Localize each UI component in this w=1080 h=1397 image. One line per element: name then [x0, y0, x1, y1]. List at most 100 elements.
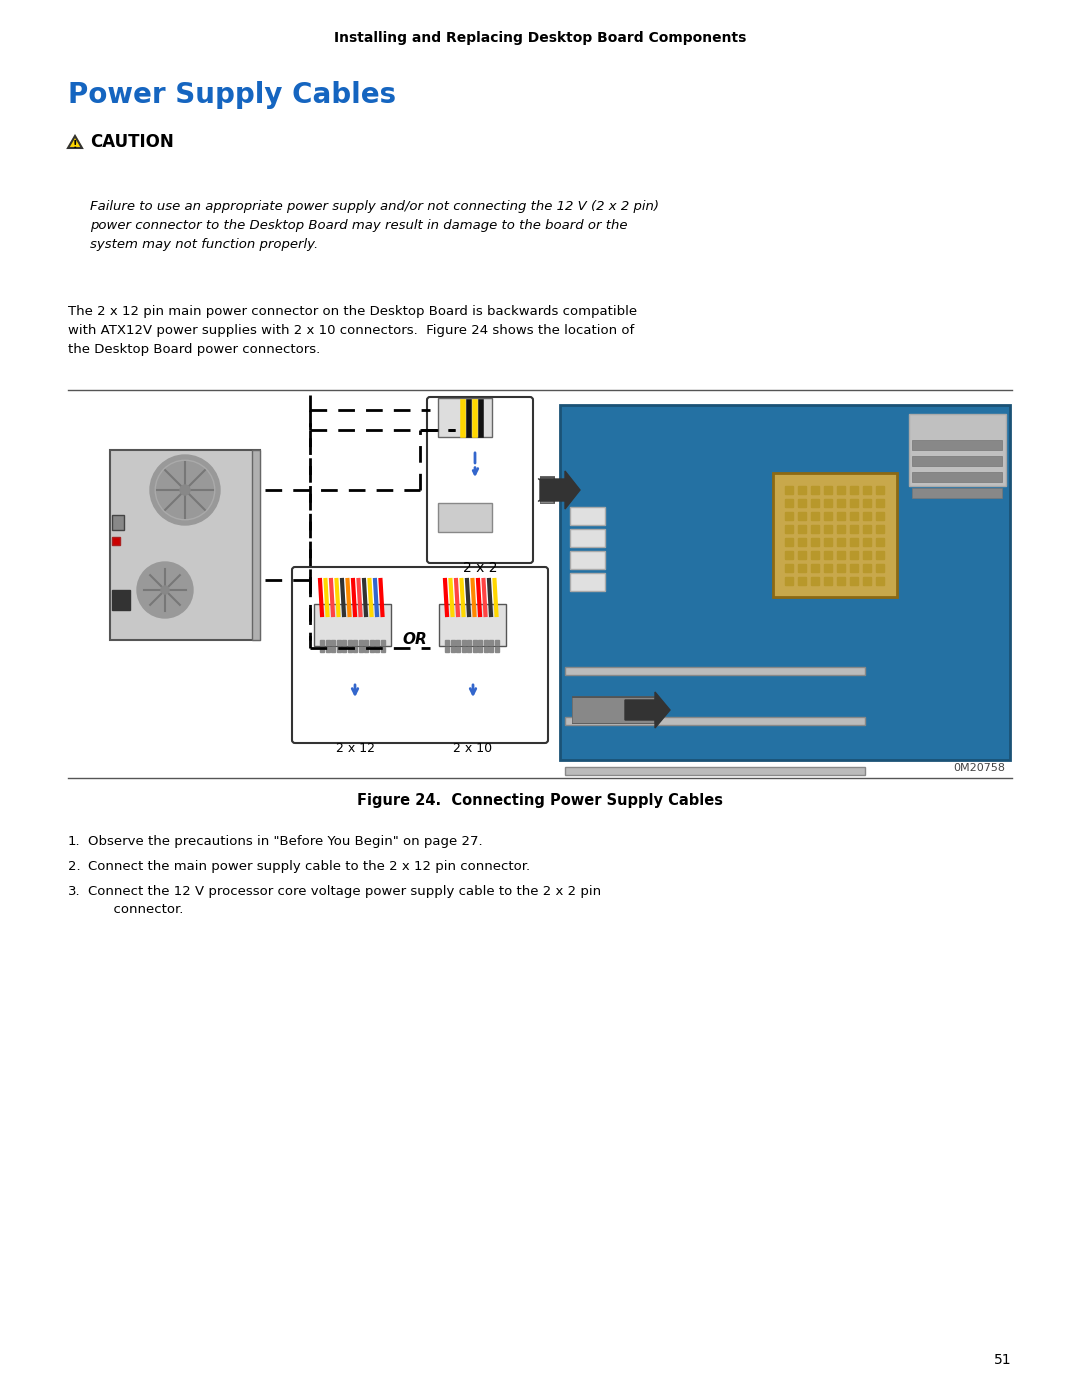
- Bar: [380, 640, 384, 645]
- Text: !: !: [72, 140, 78, 149]
- Text: Connect the main power supply cable to the 2 x 12 pin connector.: Connect the main power supply cable to t…: [87, 861, 530, 873]
- Bar: [337, 647, 340, 652]
- Bar: [785, 486, 793, 495]
- Bar: [837, 564, 845, 571]
- Bar: [863, 550, 870, 559]
- Circle shape: [150, 455, 220, 525]
- FancyBboxPatch shape: [570, 573, 605, 591]
- Bar: [824, 538, 832, 546]
- Bar: [478, 640, 482, 645]
- Bar: [811, 550, 819, 559]
- Text: 2.: 2.: [68, 861, 81, 873]
- Polygon shape: [540, 471, 580, 509]
- Bar: [824, 511, 832, 520]
- Bar: [337, 640, 340, 645]
- Bar: [484, 647, 487, 652]
- Bar: [325, 640, 329, 645]
- FancyBboxPatch shape: [112, 590, 130, 610]
- Bar: [461, 640, 465, 645]
- Bar: [798, 550, 806, 559]
- FancyBboxPatch shape: [314, 604, 391, 645]
- Bar: [811, 564, 819, 571]
- Polygon shape: [68, 136, 82, 148]
- Bar: [876, 550, 885, 559]
- Bar: [445, 647, 449, 652]
- Bar: [450, 647, 455, 652]
- Bar: [369, 647, 374, 652]
- Bar: [785, 577, 793, 585]
- Bar: [824, 577, 832, 585]
- Text: Failure to use an appropriate power supply and/or not connecting the 12 V (2 x 2: Failure to use an appropriate power supp…: [90, 200, 659, 251]
- Bar: [330, 647, 335, 652]
- Bar: [811, 577, 819, 585]
- FancyBboxPatch shape: [909, 414, 1005, 486]
- Bar: [785, 499, 793, 507]
- Bar: [811, 538, 819, 546]
- FancyBboxPatch shape: [427, 397, 534, 563]
- Text: 2 x 2: 2 x 2: [462, 562, 497, 576]
- Bar: [325, 647, 329, 652]
- FancyBboxPatch shape: [438, 604, 507, 645]
- Bar: [837, 538, 845, 546]
- Bar: [484, 640, 487, 645]
- Bar: [863, 525, 870, 534]
- Bar: [837, 486, 845, 495]
- Text: Installing and Replacing Desktop Board Components: Installing and Replacing Desktop Board C…: [334, 31, 746, 45]
- Bar: [456, 647, 460, 652]
- Bar: [369, 640, 374, 645]
- FancyBboxPatch shape: [912, 455, 1002, 467]
- Bar: [798, 486, 806, 495]
- FancyBboxPatch shape: [565, 717, 865, 725]
- Text: Connect the 12 V processor core voltage power supply cable to the 2 x 2 pin
    : Connect the 12 V processor core voltage …: [87, 886, 602, 916]
- Bar: [876, 486, 885, 495]
- Polygon shape: [625, 692, 670, 728]
- Bar: [863, 499, 870, 507]
- Bar: [348, 647, 351, 652]
- Bar: [445, 640, 449, 645]
- Bar: [824, 525, 832, 534]
- Bar: [824, 499, 832, 507]
- Bar: [798, 564, 806, 571]
- FancyBboxPatch shape: [773, 474, 897, 597]
- Bar: [850, 511, 858, 520]
- FancyBboxPatch shape: [912, 440, 1002, 450]
- Bar: [850, 550, 858, 559]
- Bar: [456, 640, 460, 645]
- Text: OR: OR: [403, 633, 428, 647]
- Bar: [824, 486, 832, 495]
- FancyBboxPatch shape: [438, 398, 492, 437]
- Bar: [876, 525, 885, 534]
- Bar: [461, 647, 465, 652]
- Text: 0M20758: 0M20758: [953, 763, 1005, 773]
- Bar: [798, 511, 806, 520]
- Bar: [824, 550, 832, 559]
- Bar: [330, 640, 335, 645]
- Text: 1.: 1.: [68, 835, 81, 848]
- Bar: [489, 647, 492, 652]
- Bar: [495, 640, 499, 645]
- Text: 2 x 10: 2 x 10: [454, 742, 492, 754]
- Bar: [342, 640, 346, 645]
- Bar: [850, 525, 858, 534]
- FancyBboxPatch shape: [292, 567, 548, 743]
- Text: Observe the precautions in "Before You Begin" on page 27.: Observe the precautions in "Before You B…: [87, 835, 483, 848]
- Text: 3.: 3.: [68, 886, 81, 898]
- Bar: [785, 550, 793, 559]
- Bar: [876, 577, 885, 585]
- Bar: [824, 564, 832, 571]
- Bar: [837, 511, 845, 520]
- FancyBboxPatch shape: [561, 405, 1010, 760]
- Bar: [342, 647, 346, 652]
- FancyBboxPatch shape: [570, 529, 605, 548]
- Bar: [876, 538, 885, 546]
- Bar: [876, 499, 885, 507]
- Bar: [850, 538, 858, 546]
- Bar: [837, 550, 845, 559]
- Bar: [850, 564, 858, 571]
- FancyBboxPatch shape: [438, 503, 492, 532]
- Bar: [364, 640, 368, 645]
- Bar: [364, 647, 368, 652]
- Bar: [863, 486, 870, 495]
- Bar: [320, 640, 324, 645]
- Bar: [785, 525, 793, 534]
